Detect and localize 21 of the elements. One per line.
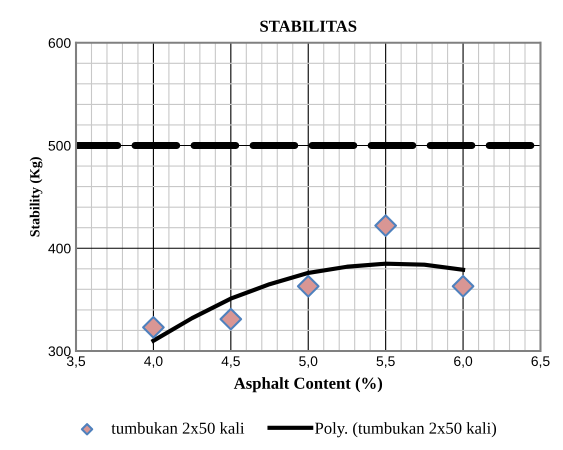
x-tick-label: 5,0 bbox=[299, 356, 318, 368]
point bbox=[296, 274, 320, 298]
y-tick-label: 300 bbox=[48, 346, 71, 356]
x-tick-label: 5,5 bbox=[376, 356, 395, 368]
y-tick-label: 400 bbox=[48, 244, 71, 254]
point bbox=[142, 316, 165, 339]
y-axis-title: Stability (Kg) bbox=[30, 157, 42, 236]
y-tick-label: 600 bbox=[48, 38, 71, 48]
y-tick-label: 500 bbox=[48, 140, 71, 151]
x-tick-label: 6,5 bbox=[532, 356, 550, 368]
x-tick-label: 3,5 bbox=[66, 356, 86, 368]
legend-label: Poly. (tumbukan 2x50 kali) bbox=[315, 422, 496, 438]
legend-label: tumbukan 2x50 kali bbox=[111, 422, 244, 434]
point bbox=[219, 308, 242, 330]
chart-title: STABILITAS bbox=[260, 20, 356, 32]
point bbox=[374, 214, 397, 237]
x-axis-title: Asphalt Content (%) bbox=[234, 377, 382, 392]
point bbox=[452, 274, 474, 298]
x-tick-label: 4,0 bbox=[144, 356, 163, 368]
x-tick-label: 4,5 bbox=[221, 356, 240, 368]
x-tick-label: 6,0 bbox=[454, 356, 472, 368]
